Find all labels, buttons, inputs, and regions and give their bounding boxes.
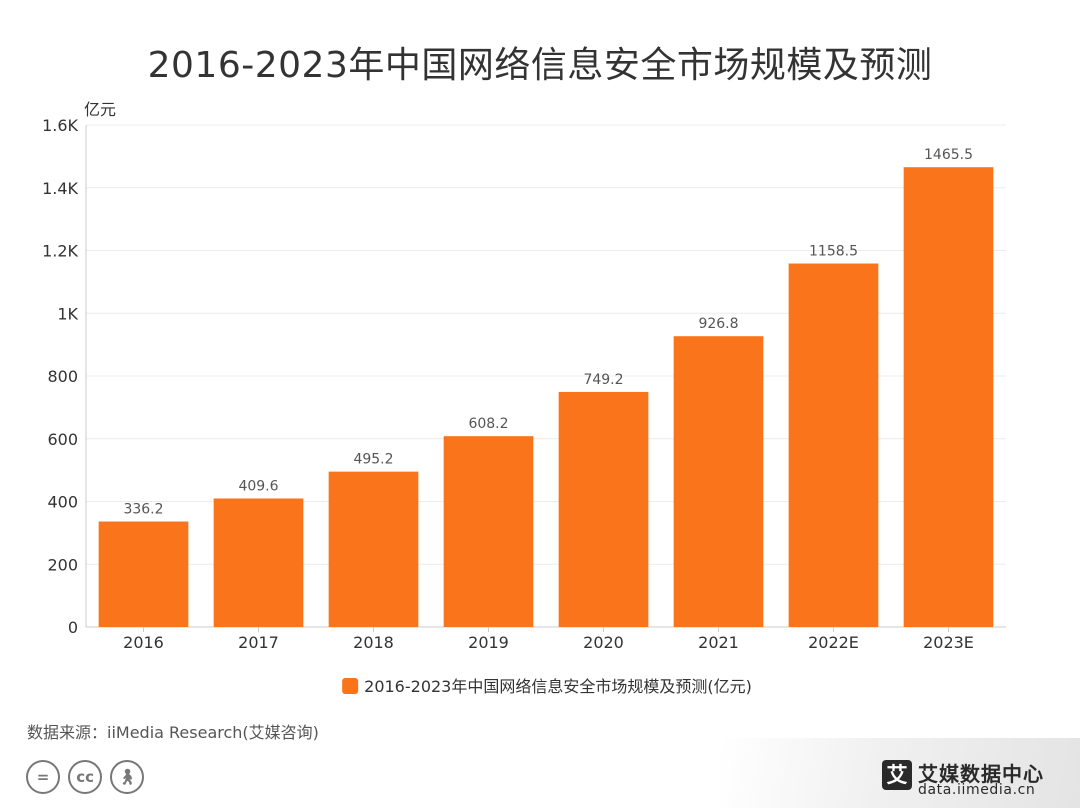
chart-title: 2016-2023年中国网络信息安全市场规模及预测 [147,45,933,86]
legend-label: 2016-2023年中国网络信息安全市场规模及预测(亿元) [364,677,752,696]
y-tick-label: 400 [47,493,78,512]
x-tick-label: 2017 [238,633,279,652]
bar-chart: 0 200 400 600 800 1K 1.2K 1.4K 1.6K 亿元 2016 2017 201… [42,100,1006,696]
x-tick-label: 2016 [123,633,164,652]
bars [98,167,994,627]
data-label: 409.6 [238,478,278,494]
x-tick-label: 2022E [808,633,859,652]
y-tick-label: 1.4K [42,179,78,198]
cc-icon: cc [68,760,103,794]
brand-url: data.iimedia.cn [918,782,1036,798]
brand-logo[interactable]: 艾 艾媒数据中心 data.iimedia.cn [882,758,1062,800]
brand-mark-icon: 艾 [882,760,912,790]
x-tick-label: 2021 [698,633,739,652]
bar [673,336,764,627]
legend[interactable]: 2016-2023年中国网络信息安全市场规模及预测(亿元) [342,677,752,696]
data-label: 926.8 [698,316,738,332]
bar [903,167,994,627]
data-labels: 336.2 409.6 495.2 608.2 749.2 926.8 1158.5 1465… [123,147,973,517]
y-tick-label: 0 [68,618,78,637]
y-tick-label: 800 [47,367,78,386]
bar [443,436,534,627]
x-tick-label: 2020 [583,633,624,652]
legend-swatch [342,678,359,694]
bar [213,498,304,627]
data-label: 495.2 [353,452,393,468]
y-tick-label: 1.6K [42,116,78,135]
source-note: 数据来源：iiMedia Research(艾媒咨询) [27,723,319,742]
data-label: 1465.5 [924,147,973,163]
data-label: 608.2 [468,416,508,432]
bar [788,263,879,627]
license-icons: = cc 🚶︎ [26,760,147,794]
y-tick-label: 200 [47,555,78,574]
data-label: 336.2 [123,502,163,518]
y-tick-label: 1K [57,304,78,323]
bar [558,391,649,627]
y-tick-label: 1.2K [42,242,78,261]
bar [98,521,189,627]
data-label: 1158.5 [809,244,858,260]
brand-name: 艾媒数据中心 [918,762,1044,786]
x-tick-label: 2018 [353,633,394,652]
x-tick-label: 2023E [923,633,974,652]
bar [328,471,419,627]
person-icon: 🚶︎ [110,760,145,794]
x-tick-label: 2019 [468,633,509,652]
axes: 0 200 400 600 800 1K 1.2K 1.4K 1.6K 亿元 2016 2017 201… [42,100,1006,652]
equals-icon: = [26,760,60,794]
y-axis-label: 亿元 [84,100,116,119]
data-label: 749.2 [583,372,623,388]
y-tick-label: 600 [47,430,78,449]
